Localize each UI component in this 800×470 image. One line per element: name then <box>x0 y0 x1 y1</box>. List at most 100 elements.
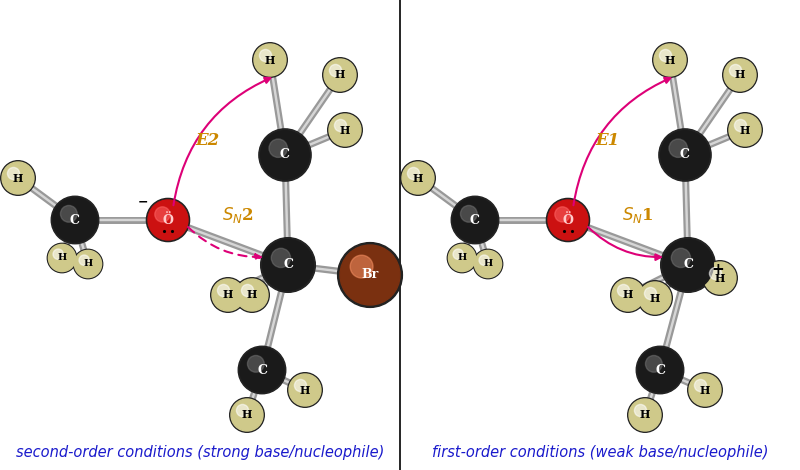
Circle shape <box>329 114 361 146</box>
Circle shape <box>724 59 756 91</box>
Text: H: H <box>300 384 310 395</box>
Text: H: H <box>413 172 423 183</box>
Circle shape <box>350 255 373 278</box>
Circle shape <box>612 279 644 311</box>
Text: C: C <box>470 213 480 227</box>
Circle shape <box>53 249 63 259</box>
Circle shape <box>555 207 570 222</box>
Circle shape <box>634 405 646 416</box>
Circle shape <box>710 267 722 280</box>
Circle shape <box>654 44 686 76</box>
Text: H: H <box>700 384 710 395</box>
Circle shape <box>639 282 671 314</box>
Circle shape <box>322 58 358 92</box>
Circle shape <box>453 198 497 242</box>
Circle shape <box>328 113 362 147</box>
Text: H: H <box>340 125 350 135</box>
Text: H: H <box>83 259 93 268</box>
Text: C: C <box>280 149 290 162</box>
Text: +: + <box>712 263 724 277</box>
Text: first-order conditions (weak base/nucleophile): first-order conditions (weak base/nucleo… <box>432 445 768 460</box>
Circle shape <box>79 255 90 266</box>
Circle shape <box>451 196 498 244</box>
Circle shape <box>694 379 706 392</box>
Circle shape <box>645 288 657 299</box>
Text: H: H <box>740 125 750 135</box>
Circle shape <box>447 243 477 273</box>
Circle shape <box>407 167 419 180</box>
Circle shape <box>474 251 502 278</box>
Circle shape <box>288 373 322 407</box>
Circle shape <box>729 114 761 146</box>
Circle shape <box>659 49 672 62</box>
Text: H: H <box>242 409 252 421</box>
Circle shape <box>289 374 321 406</box>
FancyArrowPatch shape <box>188 227 261 260</box>
Text: second-order conditions (strong base/nucleophile): second-order conditions (strong base/nuc… <box>16 445 384 460</box>
Text: Ö: Ö <box>162 213 174 227</box>
Circle shape <box>618 284 630 297</box>
Text: H: H <box>223 290 233 300</box>
Circle shape <box>269 139 287 157</box>
Circle shape <box>448 244 475 272</box>
Circle shape <box>334 119 346 132</box>
Text: H: H <box>58 253 66 263</box>
Text: H: H <box>715 273 725 283</box>
Circle shape <box>689 374 721 406</box>
Text: E2: E2 <box>195 132 219 149</box>
Circle shape <box>61 205 77 222</box>
Text: $S_N$2: $S_N$2 <box>222 205 254 225</box>
Circle shape <box>548 200 588 240</box>
Text: H: H <box>623 290 633 300</box>
Circle shape <box>702 261 738 295</box>
Text: H: H <box>640 409 650 421</box>
Circle shape <box>722 58 758 92</box>
FancyArrowPatch shape <box>588 227 661 260</box>
Circle shape <box>231 399 263 431</box>
Circle shape <box>294 379 306 392</box>
Circle shape <box>453 249 463 259</box>
Circle shape <box>155 207 170 222</box>
Text: C: C <box>257 363 267 376</box>
Circle shape <box>234 278 270 312</box>
Circle shape <box>340 245 400 305</box>
Circle shape <box>629 399 661 431</box>
Circle shape <box>7 167 19 180</box>
Circle shape <box>53 198 97 242</box>
Circle shape <box>240 348 284 392</box>
Circle shape <box>659 129 711 181</box>
Text: H: H <box>247 290 257 300</box>
Circle shape <box>704 262 736 294</box>
Circle shape <box>262 240 314 290</box>
Text: H: H <box>735 70 745 80</box>
Circle shape <box>401 161 435 195</box>
Circle shape <box>638 348 682 392</box>
Circle shape <box>146 198 190 242</box>
Circle shape <box>661 131 710 179</box>
Text: C: C <box>283 258 293 272</box>
Circle shape <box>148 200 188 240</box>
Circle shape <box>324 59 356 91</box>
Circle shape <box>662 240 714 290</box>
Circle shape <box>238 346 286 394</box>
Circle shape <box>728 113 762 147</box>
Circle shape <box>734 119 746 132</box>
Text: −: − <box>138 196 148 209</box>
Circle shape <box>546 198 590 242</box>
Text: C: C <box>680 149 690 162</box>
Circle shape <box>259 129 311 181</box>
FancyArrowPatch shape <box>174 78 270 205</box>
Text: Ö: Ö <box>562 213 574 227</box>
Circle shape <box>210 278 246 312</box>
Text: C: C <box>683 258 693 272</box>
Circle shape <box>653 43 687 77</box>
Circle shape <box>47 243 77 273</box>
Circle shape <box>628 398 662 432</box>
Circle shape <box>254 44 286 76</box>
Circle shape <box>330 64 342 77</box>
Circle shape <box>636 346 684 394</box>
Circle shape <box>461 205 477 222</box>
Text: H: H <box>665 55 675 65</box>
Text: H: H <box>335 70 345 80</box>
Circle shape <box>474 249 502 279</box>
